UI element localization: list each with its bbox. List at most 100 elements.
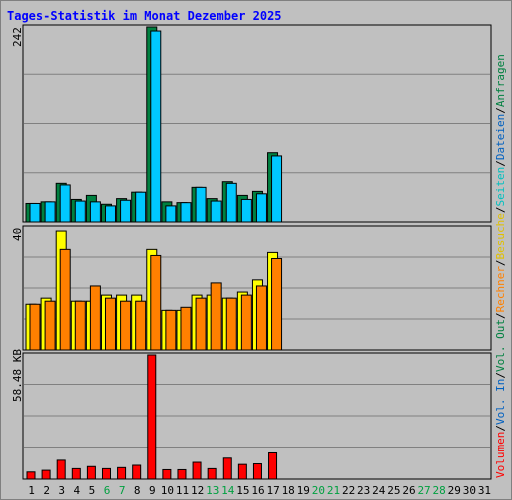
day-label-5: 5: [89, 484, 96, 497]
legend-separator: /: [494, 107, 507, 114]
day-label-28: 28: [433, 484, 446, 497]
bar-volumen-day-8: [132, 464, 142, 480]
legend-seiten: Seiten: [494, 166, 507, 207]
bar-dateien-day-8: [135, 191, 147, 223]
day-label-18: 18: [282, 484, 295, 497]
bar-besuche-day-8: [135, 300, 147, 351]
bar-volumen-day-3: [56, 459, 66, 480]
bar-volumen-day-6: [101, 467, 111, 480]
day-label-30: 30: [463, 484, 476, 497]
day-label-17: 17: [266, 484, 279, 497]
bar-dateien-day-6: [104, 205, 116, 223]
bar-volumen-day-12: [192, 461, 202, 480]
bar-dateien-day-14: [225, 182, 237, 223]
day-label-22: 22: [342, 484, 355, 497]
day-label-13: 13: [206, 484, 219, 497]
bar-dateien-day-16: [255, 193, 267, 223]
legend-volumen: Volumen: [494, 431, 507, 478]
bar-besuche-day-4: [74, 300, 86, 351]
bar-besuche-day-13: [210, 282, 222, 351]
legend-dateien: Dateien: [494, 113, 507, 161]
legend-separator: /: [494, 259, 507, 267]
bar-volumen-day-13: [207, 467, 217, 480]
day-label-1: 1: [28, 484, 35, 497]
day-label-14: 14: [221, 484, 235, 497]
bar-besuche-day-17: [271, 258, 283, 351]
bar-besuche-day-14: [225, 297, 237, 351]
day-label-2: 2: [43, 484, 50, 497]
bar-besuche-day-11: [180, 306, 192, 351]
bar-besuche-day-16: [255, 285, 267, 351]
bar-dateien-day-5: [89, 201, 101, 223]
day-label-6: 6: [104, 484, 111, 497]
day-label-10: 10: [161, 484, 174, 497]
day-label-11: 11: [176, 484, 189, 497]
day-label-19: 19: [297, 484, 310, 497]
bar-dateien-day-10: [165, 205, 177, 223]
day-label-3: 3: [58, 484, 65, 497]
bar-dateien-day-9: [150, 30, 162, 223]
day-label-25: 25: [387, 484, 400, 497]
bar-besuche-day-3: [59, 248, 71, 351]
bar-dateien-day-15: [240, 198, 252, 223]
day-label-8: 8: [134, 484, 141, 497]
bar-volumen-day-17: [268, 451, 278, 480]
bar-besuche-day-7: [120, 300, 132, 351]
bar-volumen-day-16: [252, 463, 262, 480]
bar-dateien-day-17: [271, 155, 283, 223]
legend-rechner: Rechner: [494, 266, 507, 313]
day-label-27: 27: [417, 484, 430, 497]
day-label-29: 29: [448, 484, 461, 497]
bar-volumen-day-15: [237, 463, 247, 480]
bar-besuche-day-6: [104, 297, 116, 351]
bottom-panel-max-label: 58.48 KB: [11, 349, 24, 402]
bar-volumen-day-7: [117, 466, 127, 480]
bar-volumen-day-9: [147, 354, 157, 480]
legend-separator: /: [494, 372, 507, 379]
bar-volumen-day-5: [86, 465, 96, 480]
bar-besuche-day-15: [240, 294, 252, 351]
legend-anfragen: Anfragen: [494, 54, 507, 108]
legend-separator: /: [494, 160, 507, 167]
bar-dateien-day-11: [180, 202, 192, 223]
day-label-24: 24: [372, 484, 386, 497]
legend-vol-in: Vol. In: [494, 378, 507, 426]
bar-dateien-day-12: [195, 186, 207, 223]
middle-panel-max-label: 40: [11, 227, 24, 241]
bar-dateien-day-3: [59, 184, 71, 223]
day-label-9: 9: [149, 484, 156, 497]
day-label-26: 26: [402, 484, 415, 497]
day-label-7: 7: [119, 484, 126, 497]
legend-separator: /: [494, 312, 507, 320]
day-label-23: 23: [357, 484, 370, 497]
day-label-15: 15: [236, 484, 249, 497]
bar-besuche-day-5: [89, 285, 101, 351]
bar-volumen-day-4: [71, 467, 81, 480]
bar-besuche-day-10: [165, 309, 177, 351]
day-label-21: 21: [327, 484, 340, 497]
top-panel-max-label: 242: [11, 27, 24, 47]
legend-separator: /: [494, 425, 507, 432]
day-label-31: 31: [478, 484, 491, 497]
day-label-4: 4: [74, 484, 81, 497]
legend: Volumen/Vol. In/Vol. Out/Rechner/Besuche…: [494, 54, 507, 478]
day-label-12: 12: [191, 484, 204, 497]
chart-title: Tages-Statistik im Monat Dezember 2025: [7, 9, 282, 23]
bar-dateien-day-7: [120, 199, 132, 223]
bar-volumen-day-2: [41, 469, 51, 480]
bar-volumen-day-14: [222, 457, 232, 480]
bar-besuche-day-9: [150, 254, 162, 351]
bar-besuche-day-12: [195, 297, 207, 351]
bar-besuche-day-2: [44, 300, 56, 351]
bar-dateien-day-1: [29, 202, 41, 223]
bar-volumen-day-1: [26, 471, 36, 480]
bar-volumen-day-10: [162, 468, 172, 480]
day-label-16: 16: [251, 484, 264, 497]
bar-dateien-day-4: [74, 200, 86, 223]
bar-volumen-day-11: [177, 468, 187, 480]
legend-besuche: Besuche: [494, 213, 507, 260]
bar-dateien-day-13: [210, 200, 222, 223]
day-label-20: 20: [312, 484, 325, 497]
